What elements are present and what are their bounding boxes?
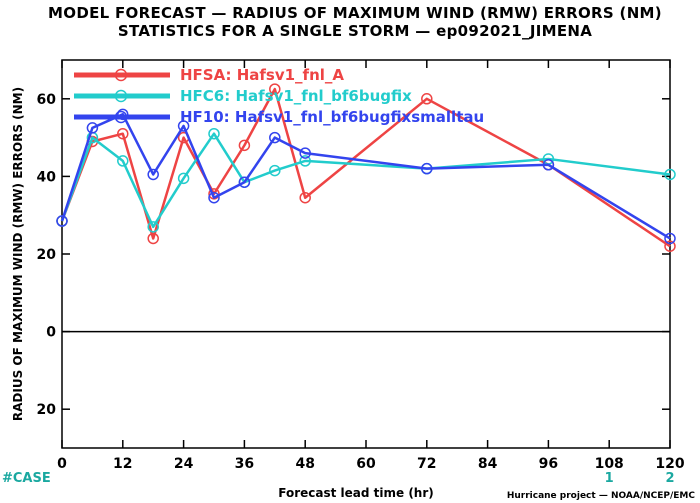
legend: HFSA: Hafsv1_fnl_A HFC6: Hafsv1_fnl_bf6bu… [74,66,484,126]
x-tick-label: 84 [478,456,498,472]
x-axis: 0 12 24 36 48 60 72 84 96 108 120 [57,60,685,472]
legend-swatch-marker [114,89,128,103]
y-tick-label: 60 [37,92,57,108]
data-point [56,215,68,227]
x-tick-label: 48 [295,456,314,472]
data-point [421,93,433,105]
data-point [269,131,281,144]
data-point [208,127,220,140]
data-point [117,155,129,167]
chart-title: MODEL FORECAST — RADIUS OF MAXIMUM WIND … [48,4,662,22]
legend-swatch-marker [114,110,128,124]
x-tick-label: 24 [174,456,194,472]
case-count: 2 [665,471,674,486]
data-point [147,232,159,245]
x-tick-label: 120 [655,456,684,472]
data-point [177,172,190,185]
data-point [299,155,311,167]
data-point [177,120,190,132]
x-tick-label: 96 [539,456,558,472]
data-point [664,240,676,252]
y-axis-label: RADIUS OF MAXIMUM WIND (RMW) ERRORS (NM) [11,87,25,421]
series-line [60,113,671,240]
x-tick-label: 36 [235,456,254,472]
x-tick-label: 108 [595,456,624,472]
y-tick-label: 0 [46,325,56,341]
y-axis: 20 0 20 40 60 [37,92,670,418]
x-tick-label: 12 [113,456,132,472]
x-axis-label: Forecast lead time (hr) [278,486,434,500]
case-label: #CASE [2,471,51,486]
x-tick-label: 60 [356,456,376,472]
data-point [238,139,251,152]
series-2 [56,127,676,233]
data-point [299,191,311,204]
data-point [86,122,99,134]
data-point [238,176,251,188]
credit-text: Hurricane project — NOAA/NCEP/EMC [507,491,696,501]
legend-swatch-marker [114,68,128,82]
data-point [299,147,311,159]
legend-entry: HF10: Hafsv1_fnl_bf6bugfixsmalltau [180,108,484,126]
data-point [269,164,281,177]
data-point [147,168,159,181]
data-point [421,162,433,175]
y-tick-label: 20 [37,402,57,418]
data-point [664,232,676,245]
data-point [542,159,555,171]
chart-subtitle: STATISTICS FOR A SINGLE STORM — ep092021… [118,22,592,40]
data-point [269,83,281,95]
data-point [117,127,129,140]
y-tick-label: 20 [37,247,57,263]
data-point [208,191,220,204]
legend-entry: HFC6: Hafsv1_fnl_bf6bugfix [180,87,412,105]
y-tick-label: 40 [37,169,57,185]
x-tick-label: 72 [417,456,436,472]
x-tick-label: 0 [57,456,67,472]
data-point [147,221,159,233]
legend-entry: HFSA: Hafsv1_fnl_A [180,66,344,84]
series-layer [56,83,676,252]
case-count: 1 [605,471,614,486]
data-point [664,168,676,181]
